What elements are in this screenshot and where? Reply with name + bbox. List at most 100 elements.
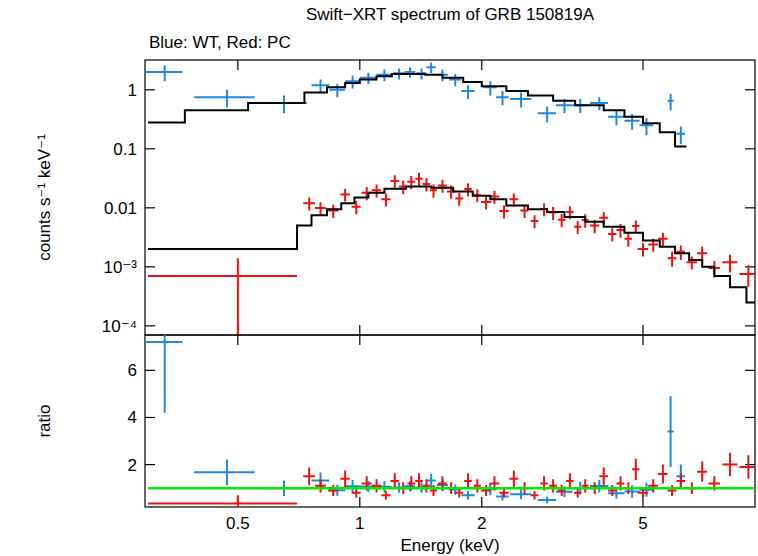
data-point	[415, 473, 423, 489]
data-point	[608, 485, 616, 496]
data-point	[415, 173, 423, 186]
x-tick-label: 0.5	[226, 514, 250, 533]
data-point	[405, 67, 416, 77]
data-point	[509, 470, 518, 486]
x-tick	[481, 497, 482, 507]
data-point	[438, 180, 447, 193]
plot-area	[145, 63, 755, 335]
data-point	[258, 96, 307, 114]
x-tick	[481, 325, 482, 335]
data-point	[464, 183, 472, 196]
data-point	[608, 228, 616, 241]
data-point	[686, 256, 697, 269]
data-point	[668, 485, 677, 496]
data-point	[481, 485, 491, 496]
reference-line	[148, 487, 755, 490]
data-point	[345, 75, 360, 88]
data-point	[328, 485, 338, 496]
y-tick	[145, 266, 155, 267]
y-tick	[745, 325, 755, 326]
data-point	[340, 189, 350, 201]
data-point	[739, 265, 755, 286]
y-tick-label: 0.01	[104, 199, 137, 218]
y-tick	[145, 89, 155, 90]
data-point	[303, 197, 315, 210]
plot-area	[145, 335, 755, 507]
data-point	[461, 85, 474, 99]
data-point	[148, 495, 297, 507]
data-point	[360, 73, 377, 84]
data-point	[558, 485, 566, 496]
y-tick	[145, 370, 155, 371]
y-tick-label: 0.1	[113, 140, 137, 159]
data-point	[340, 470, 350, 486]
x-tick	[359, 325, 360, 335]
data-point	[722, 255, 737, 273]
data-point	[639, 118, 653, 135]
y-tick	[745, 266, 755, 267]
data-point	[722, 453, 737, 477]
data-point	[590, 480, 608, 493]
data-point	[426, 63, 435, 74]
data-point	[303, 467, 315, 485]
data-point	[658, 465, 667, 484]
data-point	[345, 480, 360, 493]
data-point	[549, 479, 557, 492]
data-point	[668, 94, 674, 110]
data-point	[499, 488, 508, 497]
x-tick	[359, 60, 360, 70]
data-point	[390, 473, 399, 489]
data-point	[599, 467, 608, 485]
data-point	[677, 473, 686, 489]
data-point	[464, 473, 472, 489]
plot-frame	[145, 60, 755, 335]
data-point	[449, 74, 461, 86]
subtitle: Blue: WT, Red: PC	[149, 33, 291, 52]
x-tick	[642, 497, 643, 507]
data-point	[315, 202, 326, 215]
data-point	[194, 90, 254, 108]
data-point	[455, 193, 463, 206]
data-point	[638, 243, 649, 256]
y-axis-label: counts s⁻¹ keV⁻¹	[35, 134, 54, 261]
y-tick-label: 10⁻³	[103, 258, 137, 277]
data-point	[582, 479, 589, 492]
data-point	[677, 465, 686, 489]
data-point	[574, 488, 581, 497]
plot-frame	[145, 335, 755, 507]
data-point	[638, 488, 649, 497]
x-tick	[481, 60, 482, 70]
data-point	[677, 126, 686, 144]
data-point	[697, 462, 707, 482]
y-tick	[745, 464, 755, 465]
data-point	[423, 178, 430, 191]
y-tick	[145, 148, 155, 149]
x-tick-label: 1	[355, 514, 364, 533]
data-point	[566, 473, 573, 489]
data-point	[484, 81, 497, 95]
x-tick	[642, 60, 643, 70]
data-point	[474, 479, 481, 492]
data-point	[608, 110, 624, 125]
model-step	[148, 186, 755, 302]
y-tick-label: 6	[128, 361, 137, 380]
title: Swift−XRT spectrum of GRB 150819A	[306, 5, 595, 24]
x-tick	[359, 335, 360, 345]
y-tick	[745, 370, 755, 371]
x-tick	[642, 325, 643, 335]
x-tick-label: 2	[477, 514, 486, 533]
data-point	[574, 221, 581, 234]
model-step	[148, 74, 686, 146]
data-point	[538, 496, 556, 503]
data-point	[499, 205, 508, 218]
y-tick	[145, 417, 155, 418]
data-point	[328, 205, 338, 218]
y-tick	[745, 148, 755, 149]
data-point	[632, 459, 639, 480]
y-tick	[745, 417, 755, 418]
x-tick	[237, 60, 238, 70]
y-tick-label: 10⁻⁴	[102, 317, 137, 336]
data-point	[329, 84, 345, 97]
y-tick	[145, 207, 155, 208]
data-point	[590, 97, 608, 110]
